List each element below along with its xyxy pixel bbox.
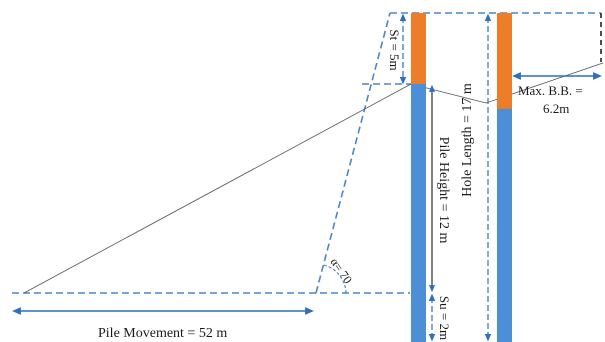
alpha-label: α= 70 [327, 255, 355, 286]
pile-movement-label: Pile Movement = 52 m [98, 326, 227, 341]
hole-length-label: Hole Length = 17 m [460, 83, 475, 197]
pile-2-blue [497, 109, 512, 342]
pile-height-label: Pile Height = 12 m [436, 137, 451, 244]
pile-1-blue [411, 84, 426, 342]
su-label: Su = 2m [437, 296, 452, 340]
movement-line [23, 83, 412, 294]
st-label: St = 5m [387, 29, 402, 70]
pile-1-orange [411, 13, 426, 84]
max-bb-label-line2: 6.2m [543, 101, 569, 116]
pile-2-orange [497, 13, 512, 109]
slope-line [315, 12, 391, 294]
max-bb-label-line1: Max. B.B. = [518, 83, 583, 98]
